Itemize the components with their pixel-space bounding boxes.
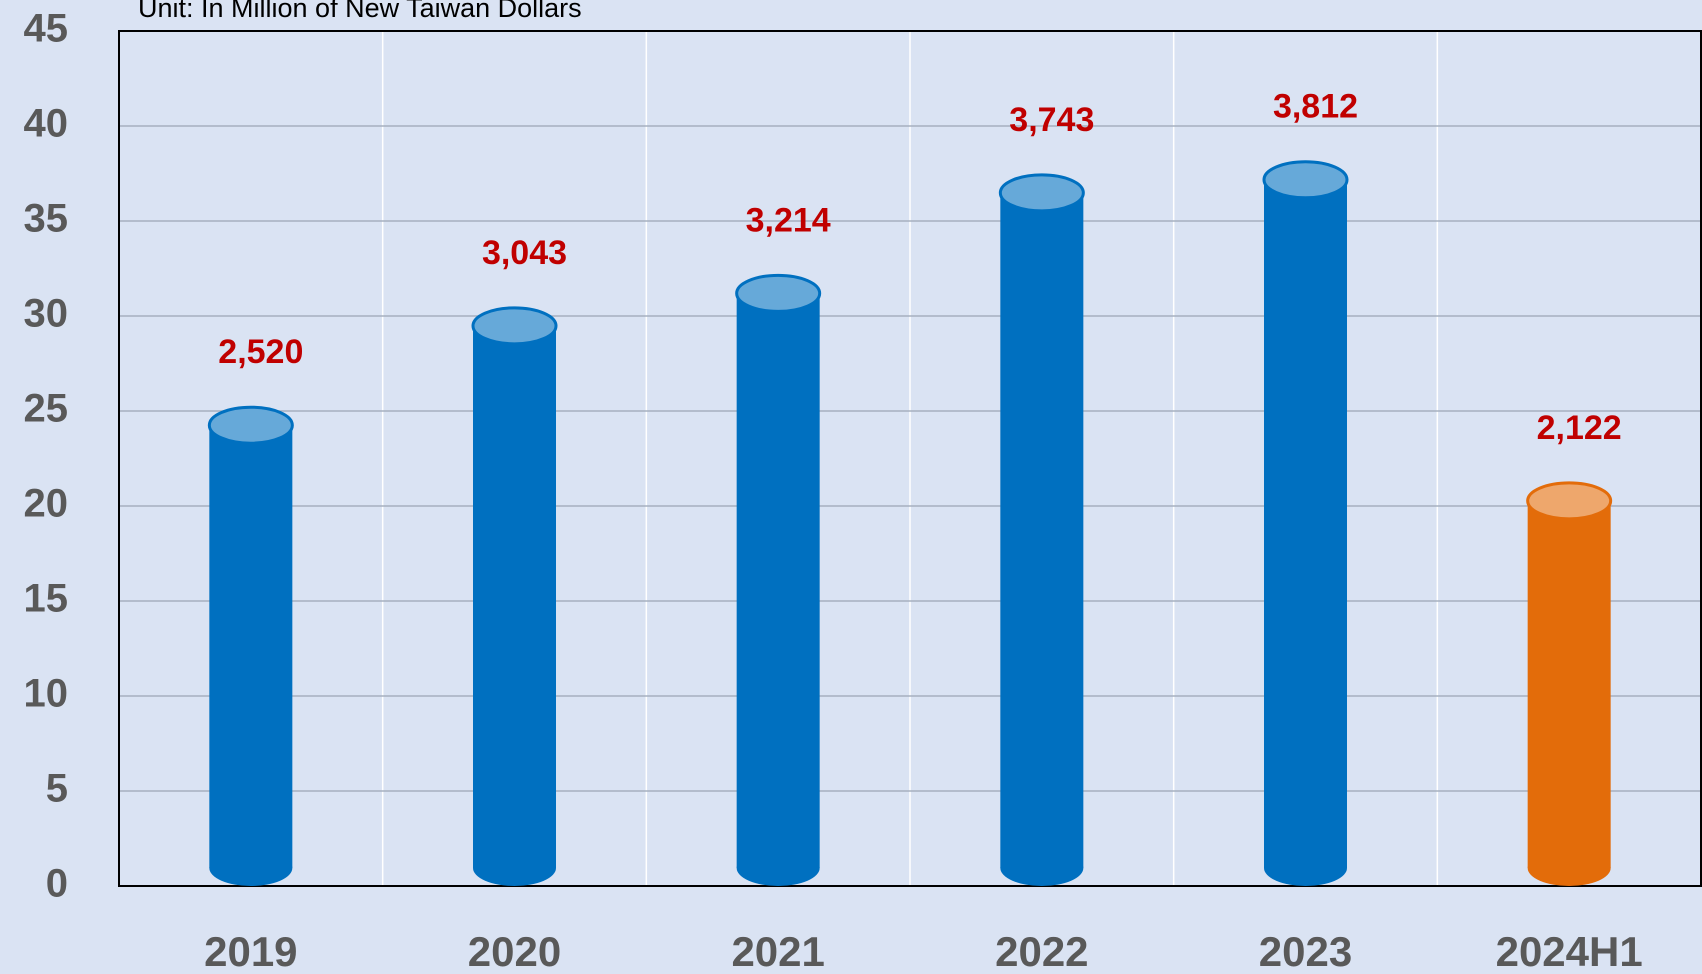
chart-subtitle: Unit: In Million of New Taiwan Dollars <box>138 0 582 23</box>
value-label: 3,743 <box>1009 101 1094 139</box>
plot-border <box>118 30 1702 887</box>
y-tick-label: 0 <box>46 862 68 906</box>
cylinder <box>1262 160 1349 886</box>
x-tick-label: 2022 <box>995 928 1088 974</box>
cylinder <box>735 273 822 886</box>
bar <box>1264 179 1347 869</box>
x-tick-label: 2020 <box>468 928 561 974</box>
bar <box>1000 192 1084 868</box>
x-tick-label: 2024H1 <box>1496 928 1643 974</box>
y-tick-label: 15 <box>24 577 69 621</box>
y-tick-label: 25 <box>24 387 69 431</box>
cylinder <box>998 173 1085 886</box>
bar <box>209 425 293 868</box>
y-tick-label: 10 <box>24 672 69 716</box>
x-tick-label: 2019 <box>204 928 297 974</box>
bar <box>1527 500 1611 868</box>
y-tick-label: 30 <box>24 292 69 336</box>
y-tick-label: 20 <box>24 482 69 526</box>
value-label: 3,812 <box>1273 88 1358 126</box>
cylinder-top <box>1262 160 1349 200</box>
bar <box>736 293 820 869</box>
cylinder-top <box>207 405 294 445</box>
value-label: 2,122 <box>1537 409 1622 447</box>
y-tick-label: 45 <box>24 7 69 51</box>
y-tick-label: 35 <box>24 197 69 241</box>
bar <box>473 325 556 869</box>
cylinder-top <box>471 306 558 346</box>
cylinder-top <box>1526 481 1613 521</box>
cylinder-top <box>735 273 822 313</box>
value-label: 3,214 <box>746 201 831 239</box>
cylinder <box>471 306 558 886</box>
cylinder <box>1526 481 1613 886</box>
cylinder <box>207 405 294 886</box>
value-label: 2,520 <box>218 333 303 371</box>
y-tick-label: 40 <box>24 102 69 146</box>
x-tick-label: 2021 <box>731 928 824 974</box>
y-tick-label: 5 <box>46 767 68 811</box>
value-label: 3,043 <box>482 234 567 272</box>
x-tick-label: 2023 <box>1259 928 1352 974</box>
cylinder-top <box>998 173 1085 213</box>
